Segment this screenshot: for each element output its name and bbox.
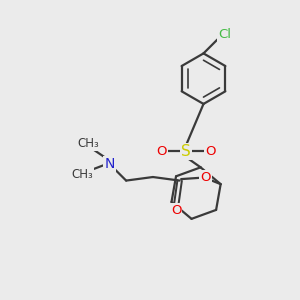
Text: CH₃: CH₃ (77, 137, 99, 150)
Text: O: O (200, 171, 211, 184)
Text: O: O (171, 204, 181, 217)
Text: CH₃: CH₃ (72, 167, 93, 181)
Text: N: N (105, 157, 115, 171)
Text: Cl: Cl (218, 28, 231, 40)
Text: O: O (156, 145, 166, 158)
Text: S: S (181, 144, 190, 159)
Text: O: O (205, 145, 215, 158)
